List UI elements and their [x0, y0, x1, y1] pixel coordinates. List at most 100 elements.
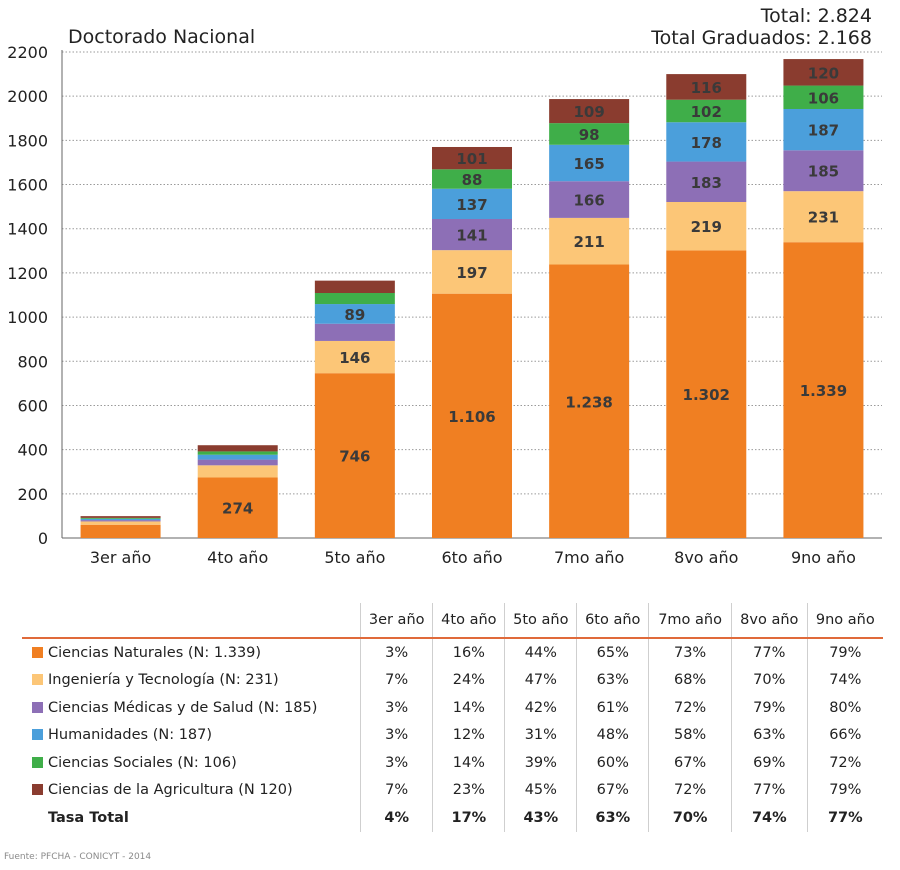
rate-cell: 12% — [432, 721, 505, 749]
total-graduados-label: Total Graduados: 2.168 — [651, 27, 872, 49]
table-row: Ingeniería y Tecnología (N: 231) 7% 24% 47%… — [22, 666, 883, 695]
rate-cell: 3% — [359, 638, 433, 667]
bar-segment-agricultura — [666, 74, 747, 100]
data-label: 219 — [691, 218, 722, 236]
rate-cell: 58% — [648, 721, 732, 749]
rate-cell: 80% — [806, 694, 883, 722]
bar-segment-sociales — [80, 517, 161, 519]
y-tick-label: 800 — [17, 352, 48, 371]
data-label: 211 — [573, 233, 604, 251]
rate-cell: 14% — [432, 694, 505, 722]
table-row: Ciencias Naturales (N: 1.339) 3% 16% 44% 65%… — [22, 638, 883, 667]
row-label: Ciencias Médicas y de Salud (N: 185) — [48, 699, 318, 716]
rate-cell: 63% — [576, 666, 649, 694]
bar-segment-naturales — [432, 293, 512, 538]
legend-swatch — [32, 729, 43, 741]
legend-swatch — [32, 674, 43, 686]
data-label: 185 — [808, 163, 839, 181]
row-label-cell: Ciencias Naturales (N: 1.339) — [22, 638, 361, 667]
rate-cell: 67% — [648, 749, 732, 777]
rate-cell: 70% — [730, 666, 808, 694]
total-label: Total: 2.824 — [760, 5, 872, 27]
y-tick-label: 1600 — [7, 176, 48, 195]
rate-cell: 24% — [432, 666, 505, 694]
rate-cell: 68% — [648, 666, 732, 694]
table-row: Ciencias de la Agricultura (N 120) 7% 23% 4… — [22, 776, 883, 804]
bar-segment-humanidades — [783, 108, 864, 151]
rate-cell: 66% — [806, 721, 883, 749]
table-row: Humanidades (N: 187) 3% 12% 31% 48% 58% 63% 66% — [22, 721, 883, 749]
y-tick-label: 2200 — [7, 43, 48, 62]
rate-cell: 16% — [432, 638, 505, 667]
data-label: 137 — [456, 196, 487, 214]
row-label: Humanidades (N: 187) — [48, 727, 213, 744]
row-label: Ingeniería y Tecnología (N: 231) — [48, 672, 279, 689]
x-tick-label: 6to año — [441, 548, 502, 567]
total-rate-cell: 77% — [806, 804, 883, 832]
data-label: 116 — [691, 79, 722, 97]
y-tick-label: 1000 — [7, 308, 48, 327]
data-label: 178 — [691, 134, 722, 152]
bar-segment-naturales — [80, 524, 161, 538]
data-label: 120 — [808, 64, 839, 82]
data-label: 183 — [691, 174, 722, 192]
chart-totals: Total: 2.824 Total Graduados: 2.168 — [651, 5, 872, 49]
rate-cell: 65% — [576, 638, 649, 667]
legend-swatch — [32, 756, 43, 768]
bar-segment-sociales — [783, 85, 864, 109]
bar-segment-medicas — [783, 150, 864, 192]
row-label-cell: Ciencias Sociales (N: 106) — [22, 749, 361, 777]
bar-segment-ingenieria — [197, 465, 278, 478]
bar-segment-humanidades — [549, 144, 630, 182]
total-rate-cell: 17% — [432, 804, 505, 832]
bar-segment-ingenieria — [549, 217, 630, 265]
data-label: 88 — [462, 171, 483, 189]
bar-segment-naturales — [197, 477, 278, 538]
x-tick-label: 3er año — [90, 548, 151, 567]
rate-cell: 3% — [359, 721, 433, 749]
rate-cell: 48% — [576, 721, 649, 749]
bar-segment-humanidades — [80, 518, 161, 521]
rate-cell: 61% — [576, 694, 649, 722]
table-row: Ciencias Médicas y de Salud (N: 185) 3% 14… — [22, 694, 883, 722]
bar-segment-ingenieria — [666, 201, 747, 251]
bar-segment-agricultura — [80, 516, 161, 518]
bar-segment-medicas — [314, 323, 395, 341]
rate-cell: 72% — [806, 749, 883, 777]
bar-segment-naturales — [666, 250, 747, 539]
x-tick-label: 4to año — [207, 548, 268, 567]
rate-cell: 79% — [730, 694, 808, 722]
bar-segment-medicas — [197, 459, 278, 466]
data-label: 1.106 — [448, 408, 495, 426]
rate-cell: 63% — [730, 721, 808, 749]
bar-segment-sociales — [197, 451, 278, 455]
rate-cell: 67% — [576, 776, 649, 804]
rate-cell: 79% — [806, 638, 883, 667]
rate-cell: 69% — [730, 749, 808, 777]
rate-cell: 14% — [432, 749, 505, 777]
bar-segment-naturales — [549, 264, 630, 538]
rate-cell: 31% — [504, 721, 577, 749]
data-label: 231 — [808, 209, 839, 227]
y-tick-label: 0 — [38, 529, 48, 548]
x-tick-label: 5to año — [324, 548, 385, 567]
rate-cell: 72% — [648, 694, 732, 722]
table-header-cell: 5to año — [504, 603, 577, 638]
bar-segment-agricultura — [197, 445, 278, 452]
bar-segment-medicas — [80, 520, 161, 522]
table-header-cell: 3er año — [359, 603, 433, 638]
legend-swatch — [32, 701, 43, 713]
row-label: Ciencias Naturales (N: 1.339) — [48, 644, 262, 661]
rate-cell: 7% — [359, 776, 433, 804]
rate-cell: 77% — [730, 776, 808, 804]
rate-cell: 23% — [432, 776, 505, 804]
table-header-row: 3er año 4to año 5to año 6to año 7mo año … — [22, 603, 883, 638]
rate-cell: 77% — [730, 638, 808, 667]
y-tick-label: 1800 — [7, 131, 48, 150]
data-label: 746 — [339, 448, 370, 466]
row-label-cell: Ingeniería y Tecnología (N: 231) — [22, 667, 361, 695]
y-tick-label: 2000 — [7, 87, 48, 106]
data-label: 197 — [456, 264, 487, 282]
rate-cell: 74% — [806, 666, 883, 694]
data-label: 106 — [808, 89, 839, 107]
